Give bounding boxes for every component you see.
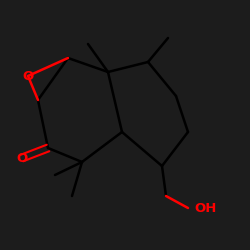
Text: OH: OH: [194, 202, 216, 214]
Text: O: O: [16, 152, 28, 164]
Text: O: O: [22, 70, 34, 82]
